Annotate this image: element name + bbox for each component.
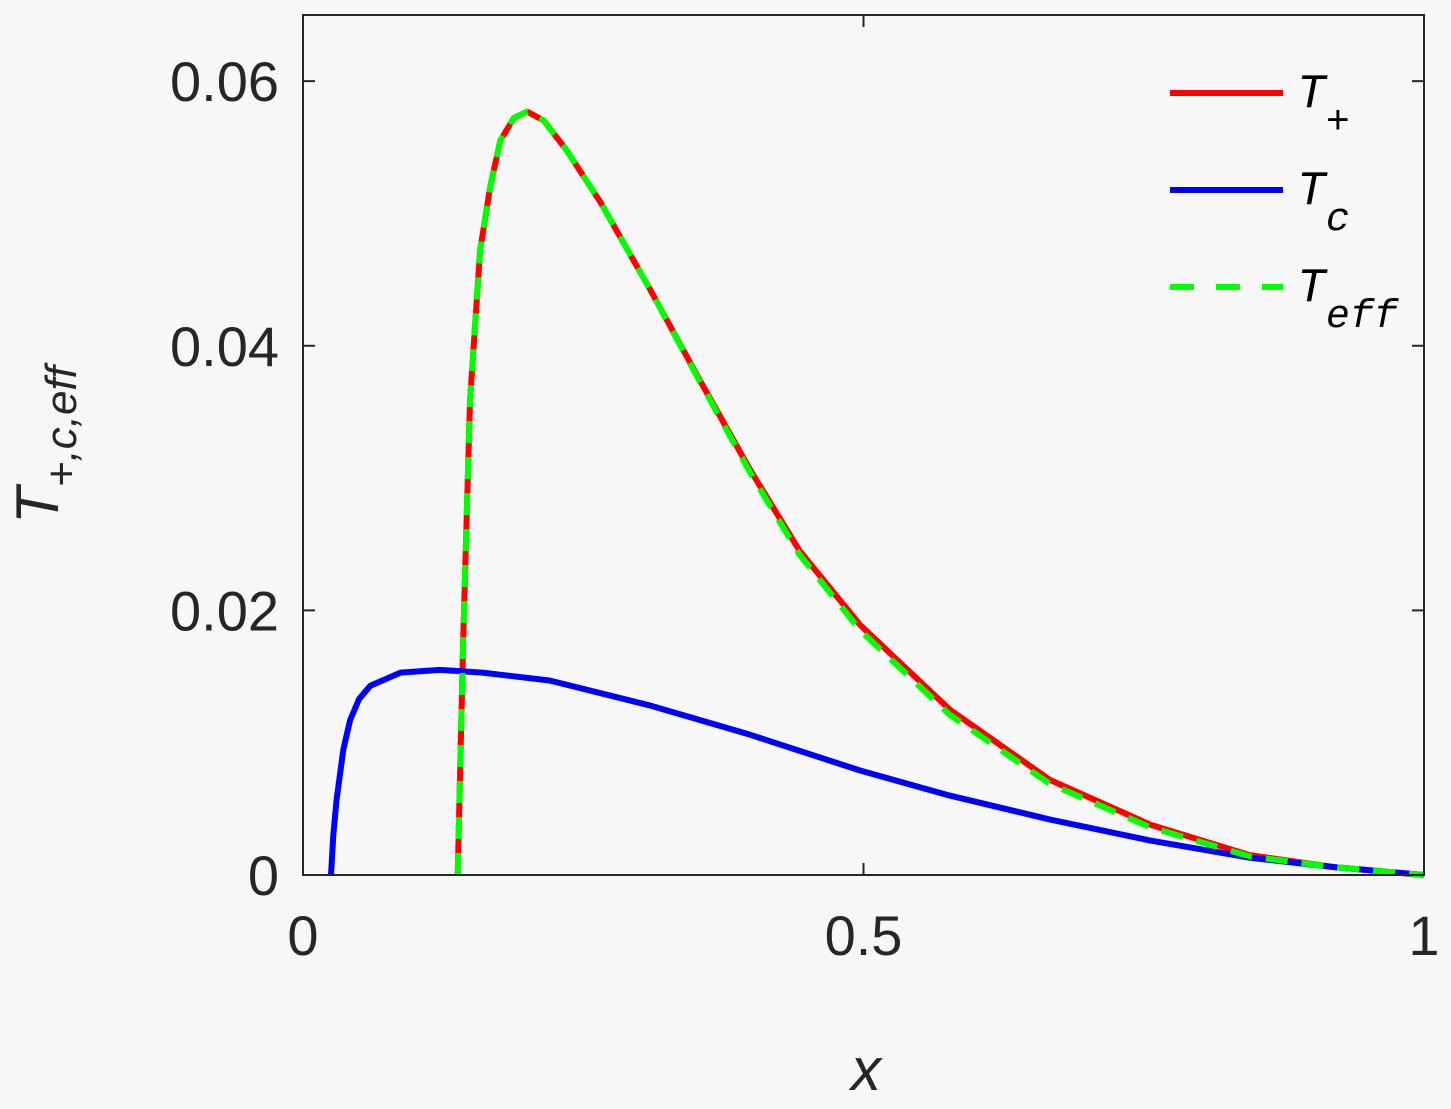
legend-label: Tc <box>1297 165 1350 243</box>
plot-area <box>303 15 1424 875</box>
y-tick-label: 0 <box>248 844 279 907</box>
series-line-c <box>328 666 1425 878</box>
legend-label: Teff <box>1297 262 1399 340</box>
ticks: 0 0.5 1 0 0.02 0.04 0.06 <box>170 15 1440 967</box>
y-tick-label: 0.02 <box>170 579 279 642</box>
legend-entry: T+ <box>1170 68 1350 146</box>
y-tick-label: 0.06 <box>170 50 279 113</box>
legend-label: T+ <box>1297 68 1350 146</box>
x-tick-label: 0 <box>287 904 318 967</box>
x-tick-label: 0.5 <box>825 904 903 967</box>
series-lines <box>328 108 1425 878</box>
legend-label-base: T <box>1297 68 1328 122</box>
legend-label-sub: eff <box>1326 295 1399 340</box>
y-tick-label: 0.04 <box>170 315 279 378</box>
y-axis-label-base: T <box>4 483 71 524</box>
y-axis-label-sub: +,c,eff <box>37 361 86 487</box>
y-axis-label: T+,c,eff <box>4 361 86 523</box>
legend-entry: Teff <box>1170 262 1399 340</box>
legend-label-sub: c <box>1326 198 1350 243</box>
x-axis-label: x <box>848 1036 883 1103</box>
legend-label-base: T <box>1297 262 1328 316</box>
series-line-eff <box>454 108 1425 878</box>
legend-label-sub: + <box>1326 101 1350 146</box>
legend-label-base: T <box>1297 165 1328 219</box>
x-tick-label: 1 <box>1408 904 1439 967</box>
legend-entry: Tc <box>1170 165 1350 243</box>
